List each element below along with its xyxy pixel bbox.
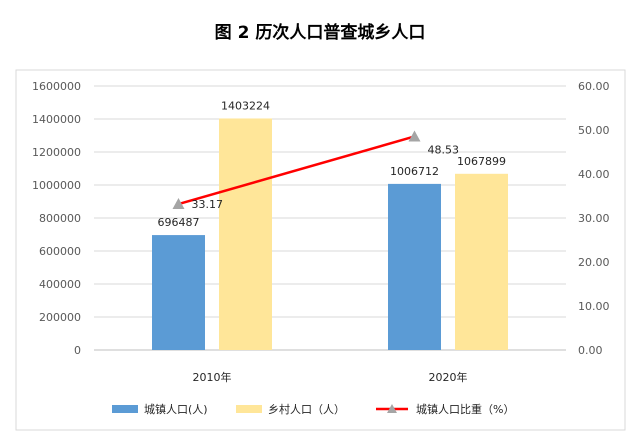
ratio-value-label: 48.53 [428, 143, 460, 156]
bar [152, 235, 205, 350]
left-tick-label: 1200000 [32, 146, 81, 159]
category-labels: 2010年 2020年 [193, 370, 468, 384]
data-labels: 696487 1403224 1006712 1067899 33.17 48.53 [158, 99, 507, 229]
bar-value-label: 1403224 [221, 99, 270, 112]
left-axis-ticks: 0 200000 400000 600000 800000 1000000 1200000 1… [32, 80, 81, 357]
chart-area-border [15, 69, 626, 431]
bar [219, 118, 272, 350]
ratio-line [172, 130, 421, 210]
left-tick-label: 800000 [39, 212, 81, 225]
triangle-marker [408, 130, 421, 142]
left-tick-label: 1600000 [32, 80, 81, 93]
legend-label: 乡村人口（人） [268, 402, 345, 416]
ratio-value-label: 33.17 [192, 198, 224, 211]
left-tick-label: 400000 [39, 278, 81, 291]
left-tick-label: 0 [74, 344, 81, 357]
bar-value-label: 696487 [158, 216, 200, 229]
left-tick-label: 600000 [39, 245, 81, 258]
triangle-marker [172, 198, 185, 210]
bars [152, 118, 508, 350]
right-tick-label: 10.00 [578, 300, 610, 313]
right-tick-label: 40.00 [578, 168, 610, 181]
right-tick-label: 0.00 [578, 344, 603, 357]
category-label: 2010年 [193, 370, 232, 384]
left-tick-label: 1000000 [32, 179, 81, 192]
left-tick-label: 1400000 [32, 113, 81, 126]
right-tick-label: 20.00 [578, 256, 610, 269]
category-label: 2020年 [429, 370, 468, 384]
right-axis-ticks: 0.00 10.00 20.00 30.00 40.00 50.00 60.00 [578, 80, 610, 357]
legend: 城镇人口(人) 乡村人口（人） 城镇人口比重（%） [112, 402, 514, 416]
bar [455, 173, 508, 350]
bar-value-label: 1006712 [390, 165, 439, 178]
legend-label: 城镇人口(人) [144, 402, 208, 416]
ratio-line-path [178, 135, 415, 206]
chart-title: 图 2 历次人口普查城乡人口 [215, 22, 426, 43]
bar-value-label: 1067899 [457, 155, 506, 168]
legend-label: 城镇人口比重（%） [416, 402, 514, 416]
right-tick-label: 50.00 [578, 124, 610, 137]
right-tick-label: 60.00 [578, 80, 610, 93]
right-tick-label: 30.00 [578, 212, 610, 225]
legend-triangle-marker [387, 404, 397, 413]
legend-swatch [236, 405, 262, 413]
legend-swatch [112, 405, 138, 413]
left-tick-label: 200000 [39, 311, 81, 324]
bar [388, 183, 441, 350]
